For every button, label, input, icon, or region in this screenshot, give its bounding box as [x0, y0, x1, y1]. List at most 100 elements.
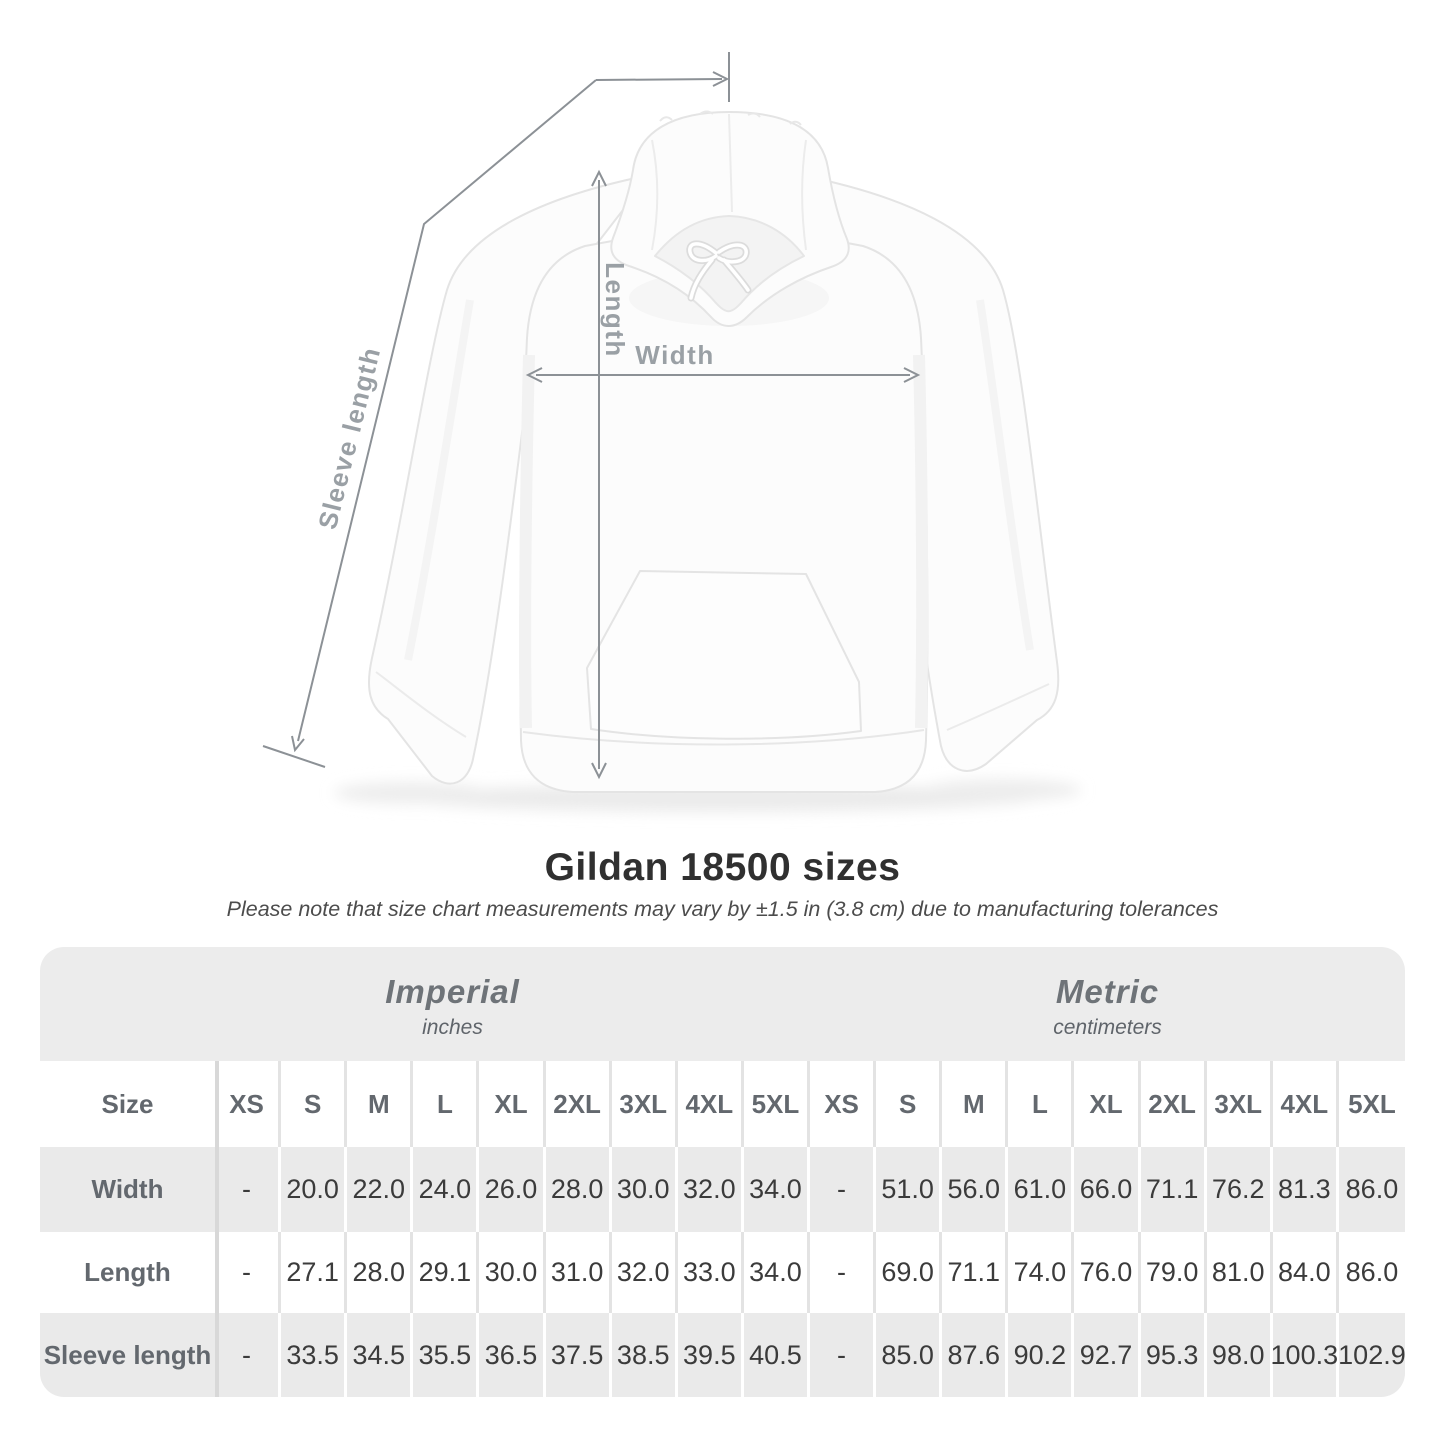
table-cell: 40.5 [743, 1313, 810, 1397]
table-cell: 79.0 [1140, 1232, 1207, 1313]
arrowhead-left [525, 367, 543, 383]
table-cell: 74.0 [1008, 1232, 1075, 1313]
size-row-header: Size [40, 1061, 215, 1147]
table-cell: 69.0 [876, 1232, 943, 1313]
size-table: Imperial inches Metric centimeters Size X… [40, 947, 1405, 1397]
size-column-header: 3XL [611, 1061, 678, 1147]
table-cell: 22.0 [347, 1147, 414, 1232]
row-label: Length [40, 1232, 215, 1313]
table-cell: 86.0 [1338, 1232, 1405, 1313]
page-title: Gildan 18500 sizes [544, 846, 901, 889]
table-cell: 87.6 [942, 1313, 1009, 1397]
table-cell: - [810, 1147, 877, 1232]
table-cell: 81.0 [1206, 1232, 1273, 1313]
imperial-section-unit: inches [422, 1015, 483, 1039]
tolerance-note: Please note that size chart measurements… [226, 897, 1219, 921]
imperial-section-header: Imperial inches [40, 947, 810, 1061]
metric-section-header: Metric centimeters [810, 947, 1405, 1061]
table-cell: 32.0 [677, 1147, 744, 1232]
hoodie-measurement-figure: Length Width Sleeve length [262, 52, 1081, 812]
table-cell: 71.1 [942, 1232, 1009, 1313]
table-cell: 56.0 [942, 1147, 1009, 1232]
size-column-header: S [876, 1061, 943, 1147]
size-column-header: 4XL [1272, 1061, 1339, 1147]
arrowhead-sleeve-end [291, 735, 305, 753]
table-cell: 66.0 [1074, 1147, 1141, 1232]
metric-section-title: Metric [1055, 972, 1160, 1010]
table-cell: 33.5 [281, 1313, 348, 1397]
table-cell: 76.2 [1206, 1147, 1273, 1232]
hoodie-hem-seam [522, 729, 925, 746]
size-column-header: 2XL [1140, 1061, 1207, 1147]
width-guide [525, 367, 921, 383]
row-label: Sleeve length [40, 1313, 215, 1397]
table-cell: 30.0 [479, 1232, 546, 1313]
table-cell: 102.9 [1338, 1313, 1405, 1397]
size-column-header: 2XL [545, 1061, 612, 1147]
table-cell: 36.5 [479, 1313, 546, 1397]
size-column-header: 5XL [743, 1061, 810, 1147]
arrowhead-right [712, 71, 730, 87]
table-cell: 61.0 [1008, 1147, 1075, 1232]
arrowhead-up [591, 169, 607, 187]
length-guide [591, 169, 607, 780]
size-column-header: XL [479, 1061, 546, 1147]
table-cell: 31.0 [545, 1232, 612, 1313]
measurement-annotations [262, 52, 921, 780]
row-label-column-divider [215, 1061, 219, 1397]
table-cell: 29.1 [413, 1232, 480, 1313]
size-column-header: L [1008, 1061, 1075, 1147]
table-cell: 92.7 [1074, 1313, 1141, 1397]
row-label: Width [40, 1147, 215, 1232]
table-cell: 95.3 [1140, 1313, 1207, 1397]
hoodie-illustration [368, 110, 1060, 793]
table-cell: 84.0 [1272, 1232, 1339, 1313]
table-cell: 100.3 [1271, 1313, 1339, 1397]
arrowhead-down [591, 762, 607, 780]
table-cell: 30.0 [611, 1147, 678, 1232]
table-cell: - [810, 1232, 877, 1313]
size-column-header: XS [215, 1061, 282, 1147]
table-cell: 34.0 [743, 1232, 810, 1313]
table-cell: - [810, 1313, 877, 1397]
table-cell: 39.5 [677, 1313, 744, 1397]
arrowhead-right2 [903, 367, 921, 383]
table-cell: 81.3 [1272, 1147, 1339, 1232]
table-cell: 28.0 [545, 1147, 612, 1232]
table-cell: - [215, 1147, 282, 1232]
metric-section-unit: centimeters [1053, 1015, 1162, 1039]
hoodie-drawstrings [686, 240, 752, 302]
table-cell: 76.0 [1074, 1232, 1141, 1313]
table-cell: 35.5 [413, 1313, 480, 1397]
size-column-header: M [942, 1061, 1009, 1147]
sleeve-length-guide [262, 52, 730, 768]
size-column-header: 3XL [1206, 1061, 1273, 1147]
table-cell: 34.5 [347, 1313, 414, 1397]
table-cell: 34.0 [743, 1147, 810, 1232]
table-cell: 27.1 [281, 1232, 348, 1313]
sleeve-end-tick [262, 745, 326, 768]
size-column-header: XL [1074, 1061, 1141, 1147]
table-cell: 90.2 [1008, 1313, 1075, 1397]
table-cell: 28.0 [347, 1232, 414, 1313]
size-column-header: L [413, 1061, 480, 1147]
table-cell: 38.5 [611, 1313, 678, 1397]
table-cell: - [215, 1313, 282, 1397]
table-cell: 24.0 [413, 1147, 480, 1232]
table-cell: 26.0 [479, 1147, 546, 1232]
table-cell: 32.0 [611, 1232, 678, 1313]
size-column-header: S [281, 1061, 348, 1147]
table-cell: 85.0 [876, 1313, 943, 1397]
imperial-section-title: Imperial [385, 972, 520, 1010]
table-cell: 71.1 [1140, 1147, 1207, 1232]
table-cell: 51.0 [876, 1147, 943, 1232]
sleeve-annotation-label: Sleeve length [312, 343, 386, 532]
size-column-header: 5XL [1338, 1061, 1405, 1147]
table-cell: 33.0 [677, 1232, 744, 1313]
size-column-header: XS [810, 1061, 877, 1147]
table-cell: 86.0 [1338, 1147, 1405, 1232]
size-column-header: 4XL [677, 1061, 744, 1147]
length-annotation-label: Length [600, 262, 630, 358]
table-cell: 37.5 [545, 1313, 612, 1397]
hoodie-pocket [586, 570, 862, 740]
